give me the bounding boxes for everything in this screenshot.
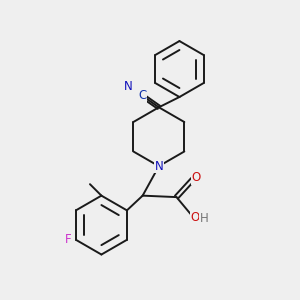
- Text: C: C: [138, 89, 146, 102]
- Text: F: F: [65, 233, 72, 246]
- Text: O: O: [192, 172, 201, 184]
- Text: H: H: [200, 212, 208, 225]
- Text: N: N: [124, 80, 133, 93]
- Text: N: N: [154, 160, 163, 173]
- Text: O: O: [190, 211, 200, 224]
